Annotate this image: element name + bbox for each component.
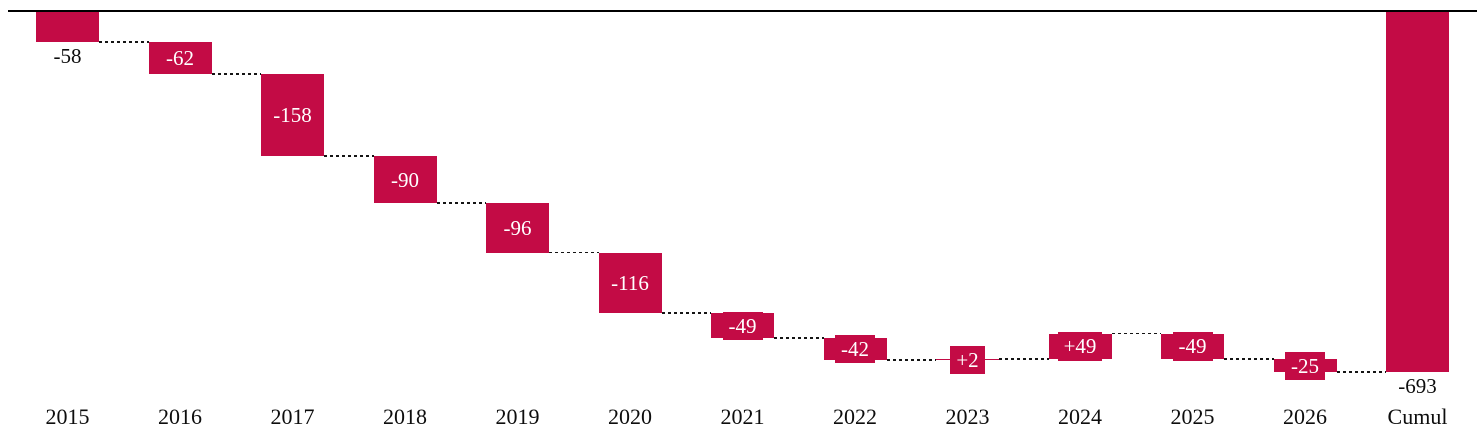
bar-2018: -90: [373, 156, 437, 203]
value-label-cumul: -693: [1398, 374, 1437, 399]
bar-2021: -49: [711, 311, 774, 340]
x-axis-label-2016: 2016: [158, 404, 202, 429]
x-axis-label-2026: 2026: [1283, 404, 1327, 429]
x-axis-label-2022: 2022: [833, 404, 877, 429]
x-axis-label-2017: 2017: [270, 404, 315, 429]
bar-2025: -49: [1161, 332, 1224, 361]
x-axis-label-2018: 2018: [383, 404, 427, 429]
bar-2023: +2: [936, 345, 999, 374]
connector-after-2025: [1224, 358, 1274, 360]
connector-after-2021: [774, 337, 824, 340]
connector-after-2016: [211, 73, 261, 75]
x-axis-label-2023: 2023: [945, 404, 990, 429]
connector-after-2022: [886, 359, 936, 361]
value-label-2026: -25: [1285, 351, 1325, 380]
value-label-2015: -58: [53, 44, 82, 69]
connector-after-2024: [1111, 332, 1161, 335]
bar-cumul: [1386, 12, 1449, 373]
bar-2022: -42: [823, 335, 887, 364]
x-axis-label-2024: 2024: [1058, 404, 1102, 429]
value-label-2024: +49: [1057, 332, 1103, 361]
value-label-2022: -42: [835, 335, 875, 364]
value-label-2023: +2: [950, 345, 985, 374]
bar-2024: +49: [1048, 332, 1112, 361]
value-label-2020: -116: [605, 268, 655, 297]
bar-2015: [36, 12, 99, 43]
bar-2019: -96: [486, 202, 549, 253]
x-axis-label-2025: 2025: [1170, 404, 1215, 429]
x-axis-label-cumul: Cumul: [1387, 404, 1448, 429]
connector-after-2020: [661, 312, 711, 314]
bar-2017: -158: [261, 74, 324, 157]
connector-after-2026: [1336, 371, 1386, 373]
x-axis-label-2021: 2021: [720, 404, 765, 429]
connector-after-2018: [436, 201, 486, 204]
bar-2016: -62: [148, 42, 212, 75]
connector-after-2015: [99, 41, 149, 43]
connector-after-2017: [324, 155, 374, 157]
x-axis-label-2015: 2015: [45, 404, 90, 429]
zero-axis-line: [8, 10, 1477, 12]
value-label-2025: -49: [1172, 332, 1213, 361]
bar-2020: -116: [598, 252, 662, 314]
connector-after-2023: [999, 358, 1049, 360]
value-label-2019: -96: [497, 213, 538, 242]
value-label-2021: -49: [722, 311, 763, 340]
value-label-2016: -62: [160, 44, 200, 73]
bar-2026: -25: [1273, 351, 1337, 380]
connector-after-2019: [549, 251, 599, 254]
x-axis-label-2020: 2020: [608, 404, 652, 429]
value-label-2018: -90: [385, 165, 425, 194]
value-label-2017: -158: [267, 101, 318, 130]
x-axis-label-2019: 2019: [495, 404, 540, 429]
